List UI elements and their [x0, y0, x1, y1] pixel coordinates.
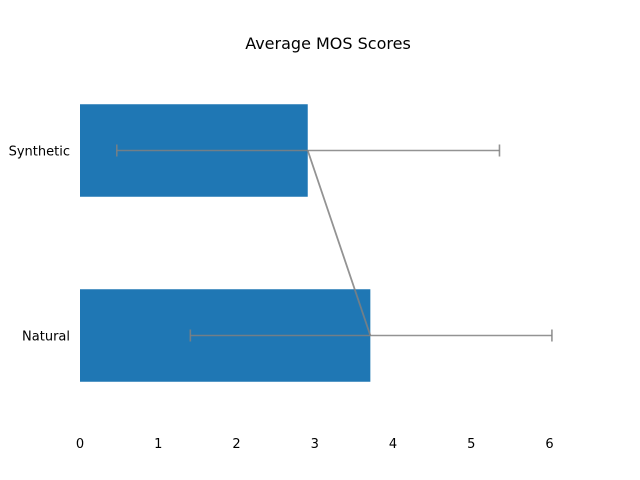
x-tick-label-4: 4 — [389, 437, 397, 452]
x-tick-label-0: 0 — [76, 437, 84, 452]
chart-title: Average MOS Scores — [245, 34, 411, 53]
category-label-synthetic: Synthetic — [9, 145, 70, 160]
connector-line — [306, 150, 372, 336]
x-tick-label-6: 6 — [545, 437, 553, 452]
x-tick-label-5: 5 — [467, 437, 475, 452]
plot-area: Synthetic Natural 0 1 2 3 4 5 6 — [9, 104, 554, 452]
category-label-natural: Natural — [22, 330, 70, 345]
x-tick-label-1: 1 — [154, 437, 162, 452]
x-tick-label-2: 2 — [232, 437, 240, 452]
x-tick-label-3: 3 — [311, 437, 319, 452]
